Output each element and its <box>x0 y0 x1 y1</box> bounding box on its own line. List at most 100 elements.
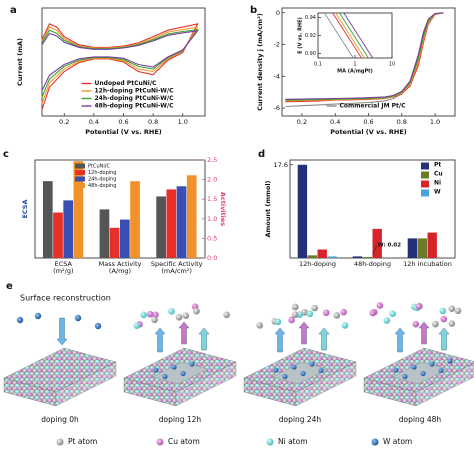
x-tick-label: 0.1 <box>314 62 322 68</box>
atom <box>152 311 159 319</box>
legend-label: 24h-doping PtCuNi-W/C <box>95 95 175 102</box>
bar <box>317 249 327 258</box>
surface-w-atom <box>171 364 177 370</box>
surface-w-atom <box>402 373 408 380</box>
surface-w-atom <box>180 370 186 377</box>
legend-atom <box>266 438 274 446</box>
panel-label: c <box>3 149 9 160</box>
x-tick-label: 0.4 <box>330 118 340 126</box>
data-line <box>339 12 369 59</box>
data-line <box>285 12 444 100</box>
atom <box>16 316 24 324</box>
atom <box>448 320 456 327</box>
annotation-arrow <box>372 245 377 256</box>
legend-label: Undoped PtCuNi/C <box>95 80 158 87</box>
arrow <box>178 321 190 345</box>
data-line <box>324 12 354 59</box>
atom <box>168 307 175 315</box>
legend-swatch <box>75 170 85 175</box>
surface-w-atom <box>420 370 426 377</box>
legend-label: 48h-doping PtCuNi-W/C <box>95 103 175 110</box>
category-label: ECSA <box>55 260 73 268</box>
legend-label: Ni atom <box>278 437 308 446</box>
x-tick-label: 1 <box>353 62 356 68</box>
legend-swatch <box>421 189 429 197</box>
category-label: Specific Activity <box>151 260 203 268</box>
legend-swatch <box>75 183 85 188</box>
atom <box>454 307 462 315</box>
legend-swatch <box>75 163 85 169</box>
legend-atom <box>371 438 379 446</box>
atom <box>151 316 158 324</box>
atom <box>376 302 384 309</box>
atom <box>333 312 341 319</box>
category-unit: (A/mg) <box>109 267 131 275</box>
x-axis-label: Potential (V vs. RHE) <box>330 128 407 136</box>
y-tick-label: 0.94 <box>305 15 316 21</box>
bar <box>307 255 317 258</box>
surface-w-atom <box>153 367 159 373</box>
atom <box>175 314 183 321</box>
x-tick-label: 0.6 <box>363 118 373 126</box>
atom <box>412 320 420 328</box>
data-line <box>335 12 365 59</box>
bar <box>372 228 382 258</box>
category-unit: (mA/cm²) <box>161 267 192 275</box>
bar <box>407 238 418 258</box>
x-tick-label: 10 <box>389 62 395 68</box>
legend-label: PtCuNi/C <box>88 164 110 170</box>
x-tick-label: 0.8 <box>148 118 158 126</box>
legend-label: 12h-doping <box>88 170 116 176</box>
atom <box>133 322 141 329</box>
surface-w-atom <box>162 373 168 380</box>
atom <box>94 322 102 330</box>
legend-label: Commercial JM Pt/C <box>340 103 407 110</box>
inset-frame <box>317 12 393 59</box>
legend-label: Pt <box>434 162 441 169</box>
legend-atom <box>156 438 164 446</box>
surface-w-atom <box>309 361 315 367</box>
arrow <box>418 321 430 345</box>
y-axis-label: Amount (mmol) <box>264 180 272 237</box>
arrow <box>198 327 210 351</box>
y-tick-label: 0 <box>276 9 280 17</box>
arrow <box>274 327 286 353</box>
bar <box>176 186 187 258</box>
y2-tick-label: 1.0 <box>207 215 217 223</box>
bar <box>297 164 308 258</box>
legend-swatch <box>421 171 429 179</box>
annotation: W: 0.02 <box>378 243 402 249</box>
atom <box>301 308 308 316</box>
x-tick-label: 0.8 <box>397 118 407 126</box>
legend-label: W atom <box>383 437 412 446</box>
arrow <box>438 327 450 351</box>
x-axis-label: MA (A/mgPt) <box>337 69 373 75</box>
surface-w-atom <box>291 364 297 370</box>
legend-label: 48h-doping <box>88 183 116 189</box>
y-tick-label: -2 <box>274 41 280 49</box>
atom <box>182 312 190 320</box>
x-axis-label: Potential (V vs. RHE) <box>85 128 162 136</box>
legend-swatch <box>421 162 429 170</box>
x-tick-label: 1.0 <box>178 118 188 126</box>
atom <box>193 307 200 315</box>
panel-label: b <box>250 5 257 16</box>
bar <box>109 227 120 258</box>
atom <box>223 311 230 319</box>
data-line <box>41 28 199 98</box>
stage-label: doping 48h <box>399 415 442 424</box>
legend-swatch <box>75 176 85 182</box>
arrow <box>56 317 68 346</box>
surface-w-atom <box>438 367 444 374</box>
legend-label: 24h-doping <box>88 177 116 183</box>
slab-top <box>3 347 117 393</box>
arrow <box>394 327 406 353</box>
y-tick-label: 0.90 <box>305 51 316 57</box>
atom <box>291 311 299 318</box>
surface-w-atom <box>282 373 288 380</box>
x-tick-label: 1.0 <box>430 118 440 126</box>
x-tick-label: 0.6 <box>118 118 128 126</box>
panel-label: e <box>6 281 13 292</box>
y-tick-label: -4 <box>274 72 280 80</box>
atom <box>311 304 318 312</box>
